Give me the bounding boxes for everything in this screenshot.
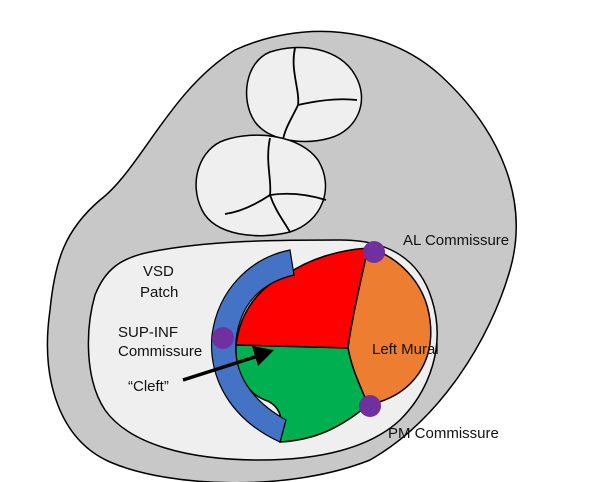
vsd-label-line1: VSD bbox=[143, 263, 174, 280]
lower-valve bbox=[195, 134, 327, 237]
sup-inf-commissure-dot bbox=[212, 327, 234, 349]
al-commissure-label: AL Commissure bbox=[403, 232, 509, 249]
lower-valve-commissures bbox=[224, 137, 327, 233]
pm-commissure-label: PM Commissure bbox=[388, 425, 499, 442]
lower-valve-outline bbox=[195, 134, 327, 237]
vsd-patch bbox=[210, 249, 295, 443]
upper-valve bbox=[245, 46, 363, 143]
left-mural-label: Left Mural bbox=[372, 341, 439, 358]
cleft-arrow bbox=[182, 346, 274, 382]
vsd-label-line2: Patch bbox=[140, 284, 178, 301]
sup-inf-label-line1: SUP-INF bbox=[118, 324, 178, 341]
pm-commissure-dot bbox=[359, 395, 381, 417]
sup-inf-label-line2: Commissure bbox=[118, 343, 202, 360]
al-commissure-dot bbox=[363, 241, 385, 263]
cleft-label: “Cleft” bbox=[128, 378, 169, 395]
upper-valve-commissures bbox=[282, 47, 358, 141]
upper-valve-outline bbox=[245, 46, 363, 143]
